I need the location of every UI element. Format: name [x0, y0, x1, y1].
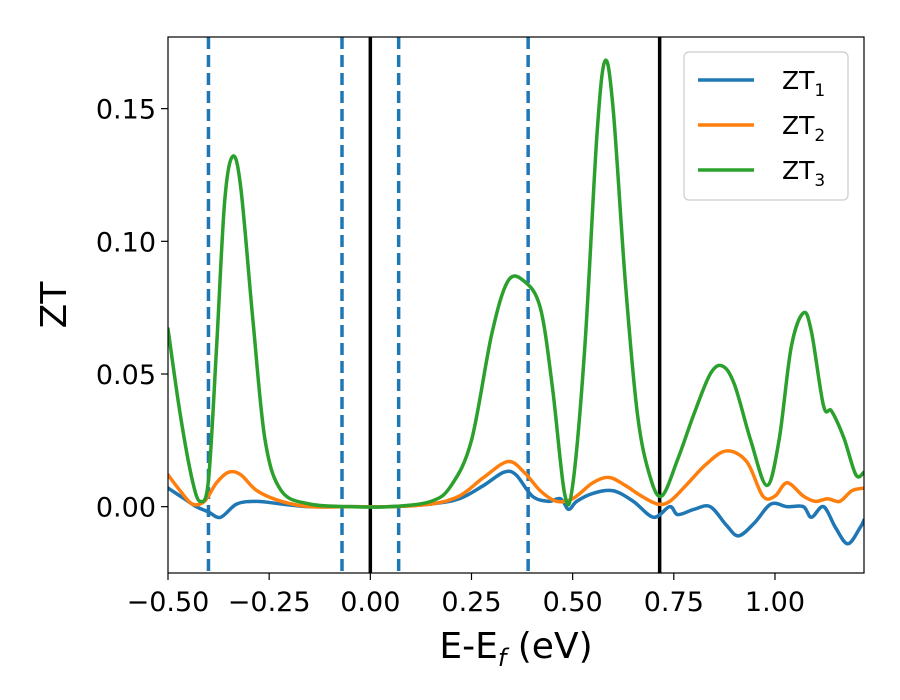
legend-label-zt3: ZT3 [782, 156, 825, 191]
y-tick-label: 0.05 [96, 360, 156, 391]
legend-label-zt2: ZT2 [782, 111, 825, 146]
y-tick-label: 0.15 [96, 95, 156, 126]
y-tick-label: 0.00 [96, 493, 156, 524]
x-axis: −0.50 −0.25 0.00 0.25 0.50 0.75 1.00 [127, 573, 805, 618]
legend-box [683, 51, 849, 201]
y-axis: 0.00 0.05 0.10 0.15 [96, 95, 168, 524]
x-tick-label: 0.50 [543, 587, 603, 618]
x-tick-label: 1.00 [745, 587, 805, 618]
legend: ZT1 ZT2 ZT3 [683, 51, 849, 201]
reference-lines [206, 37, 662, 573]
plot-frame [167, 36, 865, 574]
series-layer [168, 58, 864, 546]
y-tick-label: 0.10 [96, 227, 156, 258]
series-line-zt3 [168, 58, 864, 509]
x-tick-label: −0.25 [228, 587, 311, 618]
x-tick-label: −0.50 [127, 587, 210, 618]
x-tick-label: 0.00 [340, 587, 400, 618]
x-tick-label: 0.75 [644, 587, 704, 618]
series-line-zt1 [168, 469, 864, 546]
legend-label-zt1: ZT1 [782, 66, 825, 101]
x-axis-label: E-Ef (eV) [439, 626, 592, 672]
x-tick-label: 0.25 [441, 587, 501, 618]
x-axis-label-unit: (eV) [506, 626, 592, 667]
y-axis-label: ZT [34, 281, 75, 329]
x-axis-label-main: E-E [439, 626, 497, 667]
series-line-zt2 [168, 449, 864, 509]
